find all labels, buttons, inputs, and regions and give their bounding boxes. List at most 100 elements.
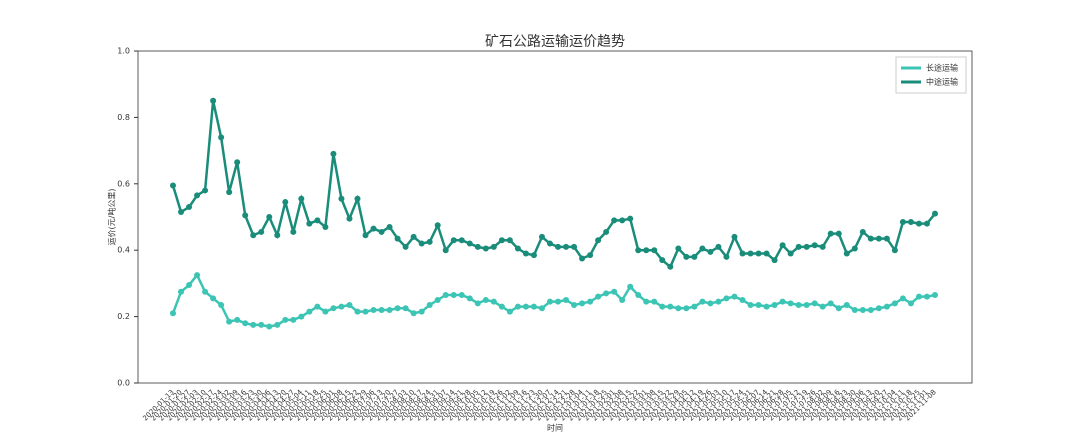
series-point [731,293,738,300]
series-point [410,233,417,240]
series-point [170,182,176,189]
series-point [803,301,810,308]
series-point [611,288,618,295]
series-point [667,263,674,270]
series-point [258,228,265,235]
series-point [338,195,345,202]
series-point [250,321,257,328]
series-point [234,159,241,166]
series-point [915,293,922,300]
series-point [250,232,257,239]
series-point [482,297,489,303]
series-point [370,306,377,313]
series-point [827,300,834,307]
series-point [202,187,209,194]
series-point [418,308,425,315]
series-point [747,301,754,308]
series-point [482,245,489,252]
series-point [210,295,217,302]
series-point [699,245,706,252]
series-point [723,295,730,302]
series-point [522,303,529,310]
series-line [171,100,936,269]
series-point [290,228,297,235]
series-point [346,301,353,308]
y-tick-label: 0.4 [117,246,130,255]
series-point [490,298,497,305]
series-point [266,214,273,220]
series-point [298,313,305,320]
series-point [458,292,465,299]
series-point [530,303,537,310]
series-point [883,235,890,242]
series-point [170,310,176,317]
series-point [194,272,201,279]
series-point [506,308,513,315]
series-point [763,303,770,310]
series-point [186,282,193,289]
series-point [274,321,281,328]
series-point [242,320,249,327]
series-point [571,301,578,308]
series-point [514,303,521,310]
series-point [835,230,842,237]
series-point [490,243,497,250]
series-point [202,288,209,295]
series-point [635,292,642,299]
y-tick-label: 0.0 [117,379,130,388]
series-point [538,305,545,312]
series-point [362,232,369,239]
series-point [923,293,930,300]
series-point [619,217,626,224]
series-point [218,301,225,308]
series-point [290,316,297,323]
series-point [795,301,802,308]
series-point [627,283,634,290]
series-point [571,243,578,250]
series-point [667,303,674,310]
series-point [563,243,570,250]
series-point [707,248,714,255]
series-point [723,253,730,260]
series-point [907,300,914,307]
series-point [306,308,313,315]
series-point [466,295,473,302]
series-point [859,306,866,313]
series-point [418,240,425,247]
series-point [330,150,337,157]
series-point [538,233,545,240]
series-point [755,250,762,257]
series-point [899,218,906,225]
series-point [426,301,433,308]
series-point [611,217,618,224]
series-point [266,323,273,330]
series-point [739,297,746,303]
series-point [675,305,682,312]
series-point [851,306,858,313]
series-point [298,195,305,202]
series-point [691,253,698,260]
series-point [474,300,481,307]
series-point [867,306,874,313]
series-point [683,305,690,312]
series-point [378,306,385,313]
series-point [546,298,553,305]
y-axis-label: 运价(元/吨公里) [107,189,117,246]
series-point [835,305,842,312]
series-point [450,237,457,244]
series-point [466,240,473,247]
series-point [603,290,610,297]
series-point [747,250,754,257]
series-point [362,308,369,315]
series-point [851,245,858,252]
series-point [859,228,866,235]
series-point [354,308,361,315]
series-point [394,305,401,312]
series-point [506,237,513,244]
series-point [715,243,722,250]
series-point [651,247,658,254]
series-point [627,215,634,222]
series-point [659,303,666,310]
series-point [579,255,586,262]
series-point [442,292,449,299]
